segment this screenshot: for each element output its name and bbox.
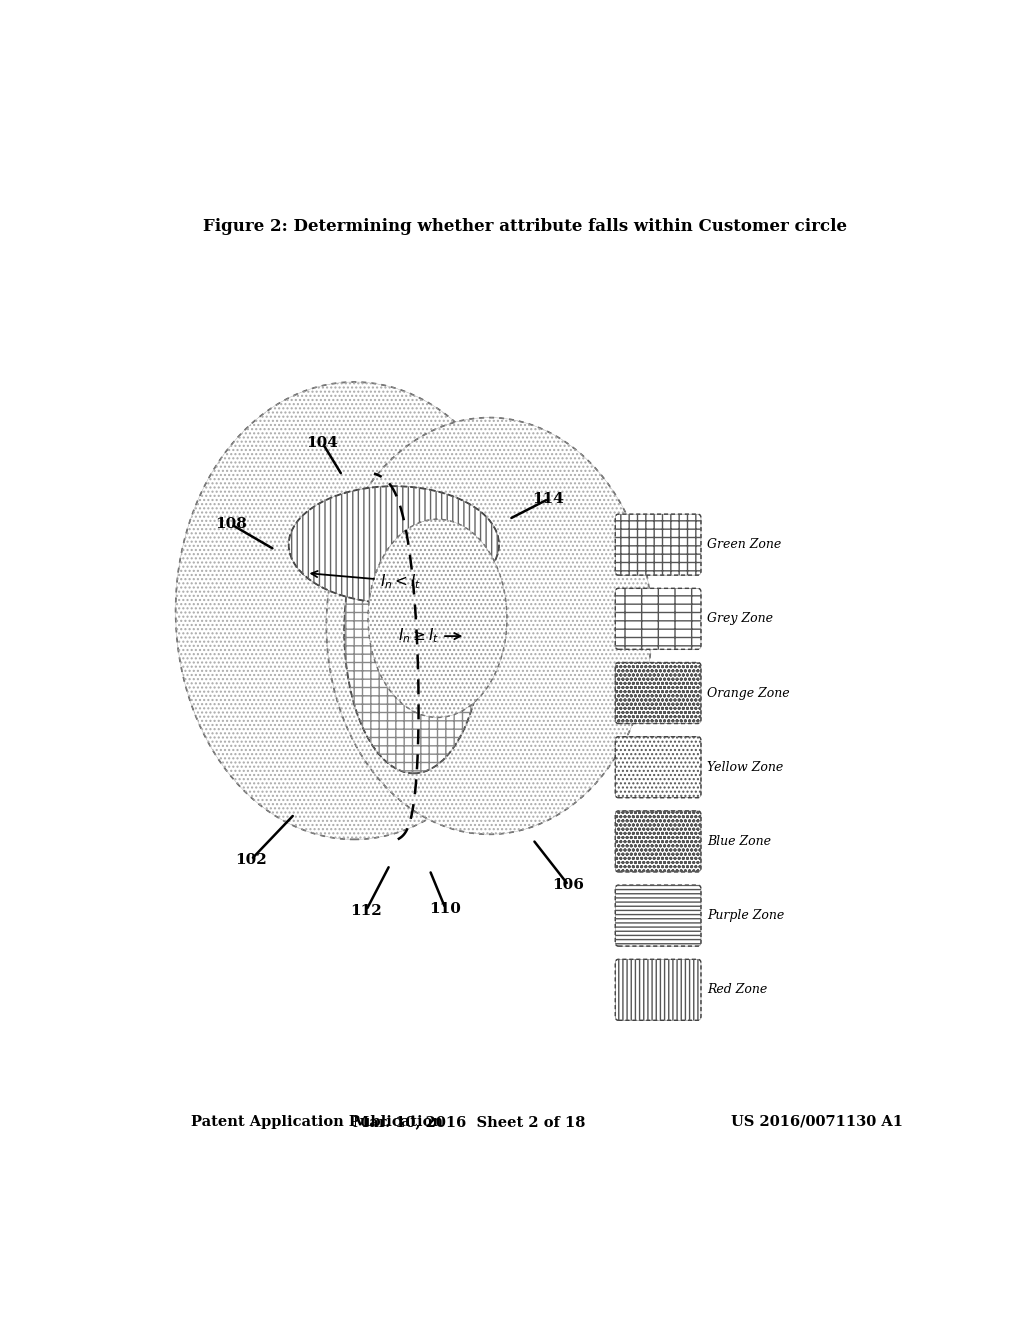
Text: 104: 104 [306,436,338,450]
Text: Purple Zone: Purple Zone [708,909,784,923]
Text: $I_n < I_t$: $I_n < I_t$ [311,572,421,590]
Text: Green Zone: Green Zone [708,539,781,552]
Text: Blue Zone: Blue Zone [708,836,771,847]
FancyBboxPatch shape [615,663,701,723]
FancyBboxPatch shape [615,515,701,576]
Text: Patent Application Publication: Patent Application Publication [191,1115,443,1129]
Text: US 2016/0071130 A1: US 2016/0071130 A1 [731,1115,903,1129]
Ellipse shape [344,488,483,774]
FancyBboxPatch shape [615,737,701,797]
Text: 108: 108 [215,517,247,532]
FancyBboxPatch shape [615,960,701,1020]
Text: 114: 114 [532,492,564,506]
Circle shape [327,417,652,834]
Text: 110: 110 [429,902,462,916]
Text: Yellow Zone: Yellow Zone [708,760,783,774]
Text: Mar. 10, 2016  Sheet 2 of 18: Mar. 10, 2016 Sheet 2 of 18 [353,1115,586,1129]
Text: 112: 112 [350,903,382,917]
Text: 102: 102 [236,853,267,867]
Text: Figure 2: Determining whether attribute falls within Customer circle: Figure 2: Determining whether attribute … [203,218,847,235]
FancyBboxPatch shape [615,886,701,946]
FancyBboxPatch shape [615,589,701,649]
Ellipse shape [289,486,499,603]
Text: Grey Zone: Grey Zone [708,612,773,626]
Circle shape [176,381,532,840]
Text: Red Zone: Red Zone [708,983,768,997]
Text: Orange Zone: Orange Zone [708,686,790,700]
Text: 106: 106 [553,878,585,892]
Text: $I_n \geq I_t$: $I_n \geq I_t$ [397,627,461,645]
FancyBboxPatch shape [615,810,701,873]
Ellipse shape [368,519,507,717]
